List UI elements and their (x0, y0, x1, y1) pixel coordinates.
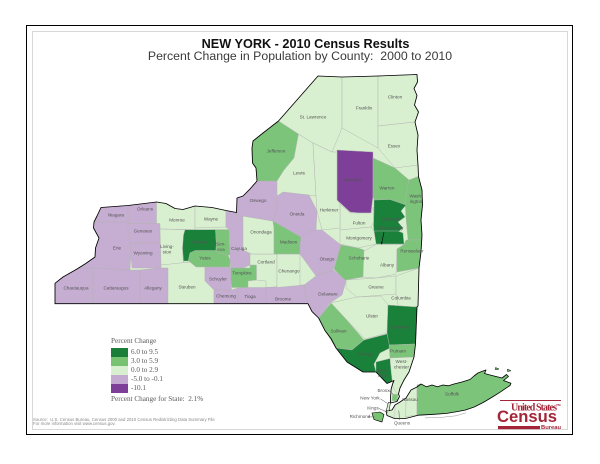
svg-text:land: land (378, 373, 387, 378)
svg-text:Tioga: Tioga (244, 294, 256, 299)
svg-text:ston: ston (163, 250, 172, 255)
svg-text:Jefferson: Jefferson (267, 149, 286, 154)
svg-text:Ontario: Ontario (192, 240, 208, 245)
svg-text:Tompkins: Tompkins (232, 271, 252, 276)
svg-text:Columbia: Columbia (391, 296, 411, 301)
svg-text:Cayuga: Cayuga (231, 246, 247, 251)
svg-text:Census: Census (497, 408, 557, 426)
svg-text:Schenectady: Schenectady (377, 226, 404, 231)
svg-text:Queens: Queens (394, 421, 411, 426)
svg-text:Albany: Albany (380, 263, 395, 268)
svg-text:Delaware: Delaware (318, 292, 338, 297)
svg-text:Genesee: Genesee (134, 229, 153, 234)
svg-text:Rensselaer: Rensselaer (400, 249, 424, 254)
svg-text:Yates: Yates (199, 256, 211, 261)
svg-text:Onondaga: Onondaga (250, 230, 272, 235)
svg-text:Chautauqua: Chautauqua (63, 286, 88, 291)
svg-text:Orleans: Orleans (137, 207, 154, 212)
svg-text:Greene: Greene (368, 285, 384, 290)
svg-text:Orange: Orange (357, 352, 373, 357)
svg-text:Richmond: Richmond (350, 414, 371, 419)
svg-text:Saratoga: Saratoga (381, 217, 400, 222)
svg-text:Madison: Madison (280, 240, 298, 245)
svg-text:Oneida: Oneida (290, 212, 305, 217)
svg-text:United States: United States (511, 403, 557, 414)
svg-text:Essex: Essex (388, 144, 401, 149)
svg-text:Suffolk: Suffolk (445, 392, 460, 397)
svg-text:Allegany: Allegany (144, 286, 162, 291)
svg-text:Clinton: Clinton (388, 95, 403, 100)
svg-text:West-: West- (396, 359, 408, 364)
svg-text:Schuyler: Schuyler (209, 277, 227, 282)
svg-text:ington: ington (410, 199, 423, 204)
svg-text:Franklin: Franklin (356, 106, 373, 111)
svg-text:Bronx: Bronx (377, 388, 390, 393)
svg-text:TM: TM (556, 403, 561, 407)
svg-text:Chemung: Chemung (216, 294, 236, 299)
svg-text:Warren: Warren (380, 186, 395, 191)
svg-text:Broome: Broome (275, 297, 292, 302)
svg-text:Chenango: Chenango (278, 269, 300, 274)
svg-text:Fulton: Fulton (353, 221, 366, 226)
svg-text:Kings: Kings (367, 406, 379, 411)
svg-text:Sullivan: Sullivan (330, 329, 347, 334)
svg-text:Steuben: Steuben (178, 285, 196, 290)
svg-text:Sen-: Sen- (216, 242, 226, 247)
svg-text:Hamilton: Hamilton (344, 178, 363, 183)
svg-text:Cortland: Cortland (257, 260, 275, 265)
svg-text:eca: eca (217, 247, 225, 252)
svg-text:Wash-: Wash- (409, 194, 423, 199)
svg-text:Oswego: Oswego (250, 198, 267, 203)
svg-text:Wayne: Wayne (204, 217, 219, 222)
svg-text:St. Lawrence: St. Lawrence (300, 115, 327, 120)
svg-text:Otsego: Otsego (320, 257, 335, 262)
svg-text:Nassau: Nassau (402, 397, 418, 402)
svg-text:Putnam: Putnam (390, 349, 406, 354)
svg-text:Living-: Living- (160, 244, 174, 249)
svg-text:Niagara: Niagara (108, 213, 125, 218)
svg-text:Ulster: Ulster (366, 314, 378, 319)
svg-text:Rock-: Rock- (377, 368, 389, 373)
svg-text:Monroe: Monroe (169, 218, 185, 223)
svg-text:Bureau: Bureau (541, 425, 561, 430)
svg-text:Dutchess: Dutchess (390, 325, 410, 330)
svg-text:Herkimer: Herkimer (320, 208, 339, 213)
svg-text:Cattaraugus: Cattaraugus (103, 286, 129, 291)
svg-text:Wyoming: Wyoming (133, 251, 153, 256)
svg-text:New York: New York (360, 396, 380, 401)
svg-text:Lewis: Lewis (293, 171, 305, 176)
svg-text:Montgomery: Montgomery (346, 236, 372, 241)
svg-text:Erie: Erie (113, 246, 122, 251)
svg-text:chester: chester (394, 365, 410, 370)
svg-text:Schoharie: Schoharie (349, 256, 370, 261)
